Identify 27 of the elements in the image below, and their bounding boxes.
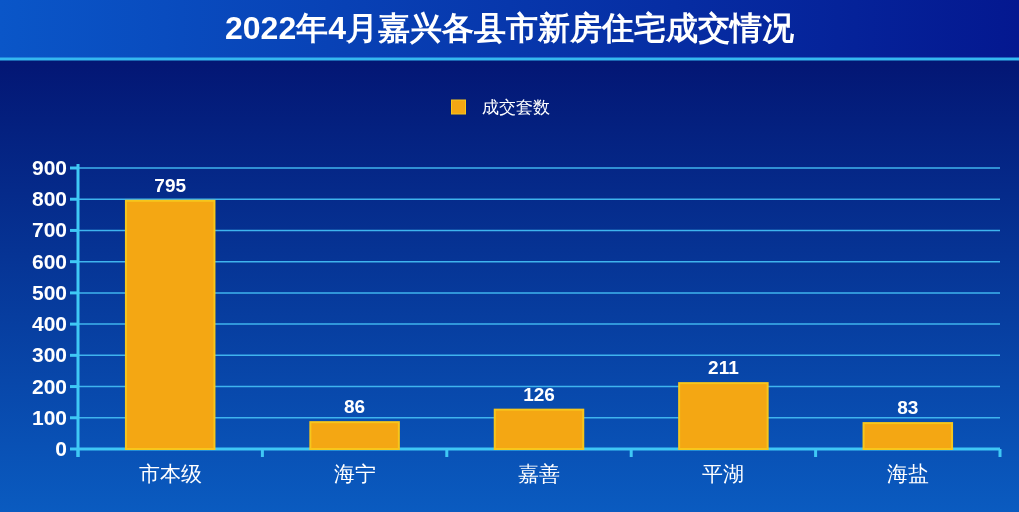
chart-title: 2022年4月嘉兴各县市新房住宅成交情况 xyxy=(225,10,795,46)
y-tick-label: 400 xyxy=(31,312,67,336)
bar xyxy=(678,382,769,450)
y-tick-label: 600 xyxy=(31,249,67,273)
data-label: 126 xyxy=(523,383,555,405)
y-tick-label: 900 xyxy=(31,156,67,179)
y-tick-label: 300 xyxy=(31,343,67,367)
bar xyxy=(862,422,954,450)
legend-label: 成交套数 xyxy=(481,98,550,117)
y-tick-label: 0 xyxy=(55,437,67,460)
x-tick-label: 市本级 xyxy=(138,462,202,485)
data-label: 83 xyxy=(897,397,919,419)
data-label: 211 xyxy=(708,357,740,379)
bar xyxy=(309,421,400,450)
x-tick-label: 平湖 xyxy=(702,462,745,485)
data-label: 86 xyxy=(344,396,366,418)
y-tick-label: 800 xyxy=(31,187,67,211)
y-tick-label: 700 xyxy=(31,218,67,242)
y-tick-label: 200 xyxy=(31,374,67,398)
y-tick-label: 100 xyxy=(31,405,67,429)
bar xyxy=(124,199,216,450)
x-tick-label: 海盐 xyxy=(886,462,929,485)
data-label: 795 xyxy=(154,174,187,196)
x-tick-label: 嘉善 xyxy=(518,462,560,485)
x-tick-label: 海宁 xyxy=(333,462,376,485)
y-tick-label: 500 xyxy=(31,280,67,304)
bar xyxy=(493,408,585,450)
